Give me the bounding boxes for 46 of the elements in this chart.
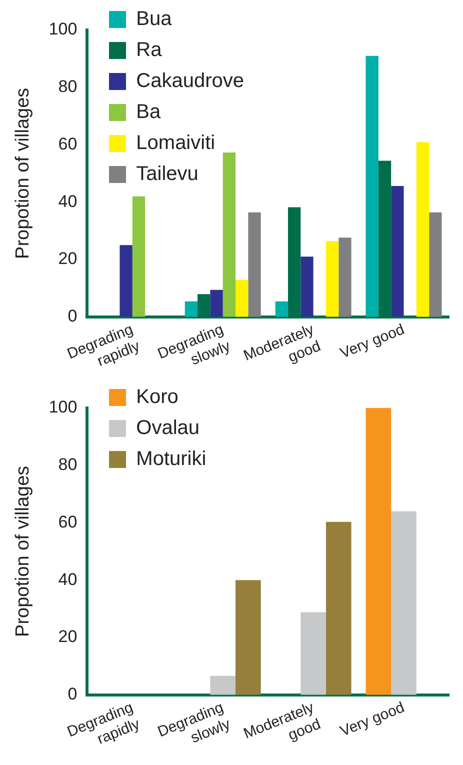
bar	[391, 511, 416, 695]
y-tick-label: 40	[58, 192, 78, 211]
bar	[236, 580, 261, 695]
bar	[326, 522, 352, 695]
y-tick-label: 0	[68, 684, 78, 704]
bar	[366, 408, 392, 695]
bar	[326, 241, 339, 317]
bar	[210, 290, 223, 317]
legend-label: Koro	[136, 386, 178, 409]
bar	[120, 245, 132, 317]
bar	[132, 196, 146, 317]
legend-label: Ba	[136, 101, 161, 124]
y-tick-label: 0	[68, 306, 78, 326]
bar	[300, 612, 326, 695]
legend-label: Moturiki	[136, 448, 206, 471]
legend-label: Ra	[136, 39, 162, 62]
bar	[248, 212, 261, 317]
y-tick-label: 60	[58, 134, 78, 154]
x-tick-label: Very good	[338, 320, 407, 362]
legend-label: Tailevu	[136, 163, 198, 186]
y-tick-label: 100	[48, 20, 78, 39]
bar	[300, 256, 314, 317]
y-tick-label: 80	[58, 77, 78, 96]
bar	[429, 212, 442, 317]
bar	[391, 186, 404, 317]
y-axis-title: Propotion of villages	[12, 88, 34, 259]
y-tick-label: 100	[48, 398, 78, 417]
bar	[210, 676, 236, 695]
legend-label: Cakaudrove	[136, 70, 244, 93]
bar	[366, 56, 378, 317]
bar	[236, 280, 248, 317]
y-axis-title: Propotion of villages	[12, 466, 34, 637]
bar	[184, 301, 198, 317]
bar	[222, 152, 236, 317]
x-tick-label: Very good	[338, 698, 407, 740]
legend-label: Ovalau	[136, 417, 200, 440]
bar	[338, 238, 352, 317]
bar	[416, 142, 430, 317]
bar	[275, 301, 288, 317]
y-tick-label: 60	[58, 512, 78, 532]
legend-label: Bua	[136, 8, 172, 31]
y-tick-label: 80	[58, 455, 78, 474]
legend-label: Lomaiviti	[136, 132, 216, 155]
y-tick-label: 20	[58, 627, 78, 646]
y-tick-label: 40	[58, 570, 78, 589]
y-tick-label: 20	[58, 249, 78, 268]
